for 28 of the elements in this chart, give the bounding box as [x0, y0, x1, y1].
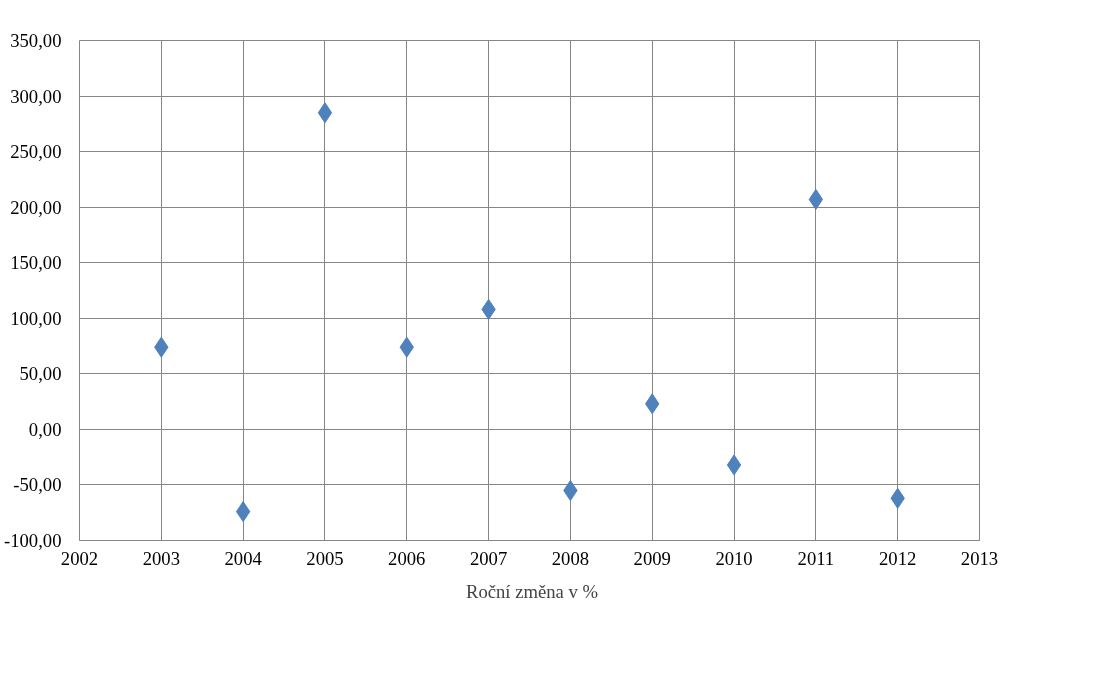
y-tick-label: 0,00 [28, 418, 62, 440]
y-tick-label: 150,00 [10, 252, 62, 274]
y-tick-label: 250,00 [10, 141, 62, 163]
point [808, 188, 824, 210]
y-tick-label: 200,00 [10, 196, 62, 218]
x-tick-label: 2008 [551, 547, 590, 569]
y-tick-label: 350,00 [10, 30, 62, 51]
x-tick-label: 2010 [715, 547, 753, 569]
x-tick-label: 2006 [388, 547, 426, 569]
point [563, 480, 578, 501]
x-tick-label: 2011 [797, 547, 835, 569]
y-tick-label: -50,00 [13, 474, 62, 496]
x-tick-label: 2013 [960, 547, 999, 569]
x-tick-label: 2009 [633, 547, 671, 569]
y-tick-label: 100,00 [10, 307, 62, 329]
y-tick-label: -100,00 [3, 530, 62, 551]
x-tick-label: 2004 [224, 547, 263, 569]
x-tick-label: 2002 [60, 547, 99, 569]
x-tick-label: 2007 [469, 547, 508, 569]
point [235, 501, 251, 523]
y-tick-label: 300,00 [10, 85, 62, 107]
x-tick-label: 2003 [142, 547, 180, 569]
x-tick-label: 2012 [879, 547, 917, 569]
point [726, 454, 742, 476]
x-tick-label: 2005 [306, 547, 344, 569]
text: Roční změna v % [465, 581, 599, 603]
y-tick-label: 50,00 [19, 363, 62, 385]
point [317, 102, 333, 124]
